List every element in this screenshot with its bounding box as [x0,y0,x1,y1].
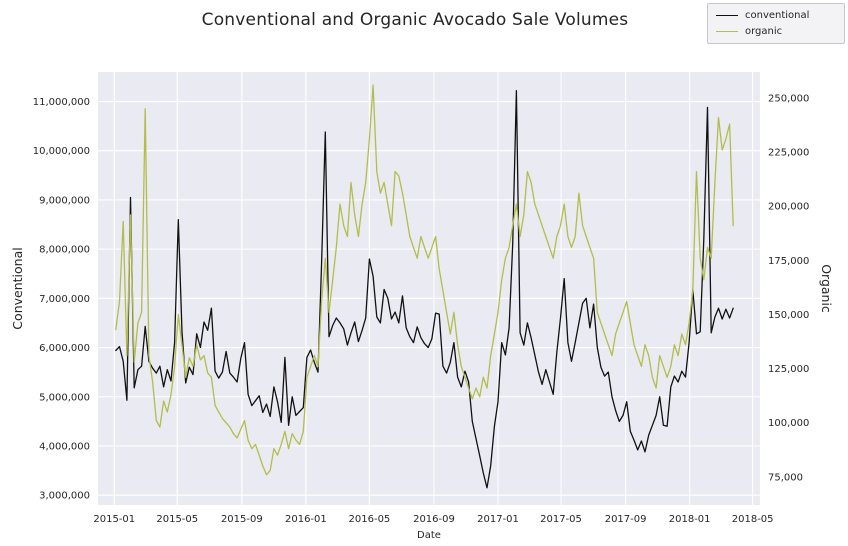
svg-text:3,000,000: 3,000,000 [39,491,90,502]
svg-text:2016-05: 2016-05 [349,514,391,525]
svg-text:2018-05: 2018-05 [732,514,774,525]
svg-text:150,000: 150,000 [768,310,809,321]
svg-text:2016-09: 2016-09 [413,514,455,525]
svg-text:8,000,000: 8,000,000 [39,245,90,256]
svg-text:9,000,000: 9,000,000 [39,195,90,206]
svg-text:2015-01: 2015-01 [93,514,135,525]
chart-title: Conventional and Organic Avocado Sale Vo… [201,10,629,30]
legend: conventional organic [707,3,845,44]
svg-text:5,000,000: 5,000,000 [39,392,90,403]
svg-text:100,000: 100,000 [768,418,809,429]
svg-text:75,000: 75,000 [768,472,803,483]
svg-text:7,000,000: 7,000,000 [39,294,90,305]
svg-text:2017-05: 2017-05 [540,514,582,525]
legend-item-organic: organic [716,26,834,37]
svg-text:125,000: 125,000 [768,364,809,375]
svg-text:Date: Date [417,530,441,541]
svg-text:2015-09: 2015-09 [221,514,263,525]
svg-text:10,000,000: 10,000,000 [33,146,90,157]
conventional-line-swatch [716,15,738,16]
svg-text:2016-01: 2016-01 [285,514,327,525]
svg-text:225,000: 225,000 [768,148,809,159]
svg-text:200,000: 200,000 [768,202,809,213]
legend-label-conventional: conventional [745,10,810,21]
svg-text:175,000: 175,000 [768,256,809,267]
svg-text:2017-01: 2017-01 [477,514,519,525]
svg-text:Conventional: Conventional [10,247,25,329]
svg-text:4,000,000: 4,000,000 [39,441,90,452]
legend-item-conventional: conventional [716,10,834,21]
svg-text:2017-09: 2017-09 [605,514,647,525]
svg-text:2018-01: 2018-01 [669,514,711,525]
svg-text:11,000,000: 11,000,000 [33,97,90,108]
svg-text:250,000: 250,000 [768,93,809,104]
svg-text:6,000,000: 6,000,000 [39,343,90,354]
svg-text:2015-05: 2015-05 [156,514,198,525]
legend-label-organic: organic [745,26,783,37]
organic-line-swatch [716,31,738,32]
svg-text:Organic: Organic [819,264,834,313]
